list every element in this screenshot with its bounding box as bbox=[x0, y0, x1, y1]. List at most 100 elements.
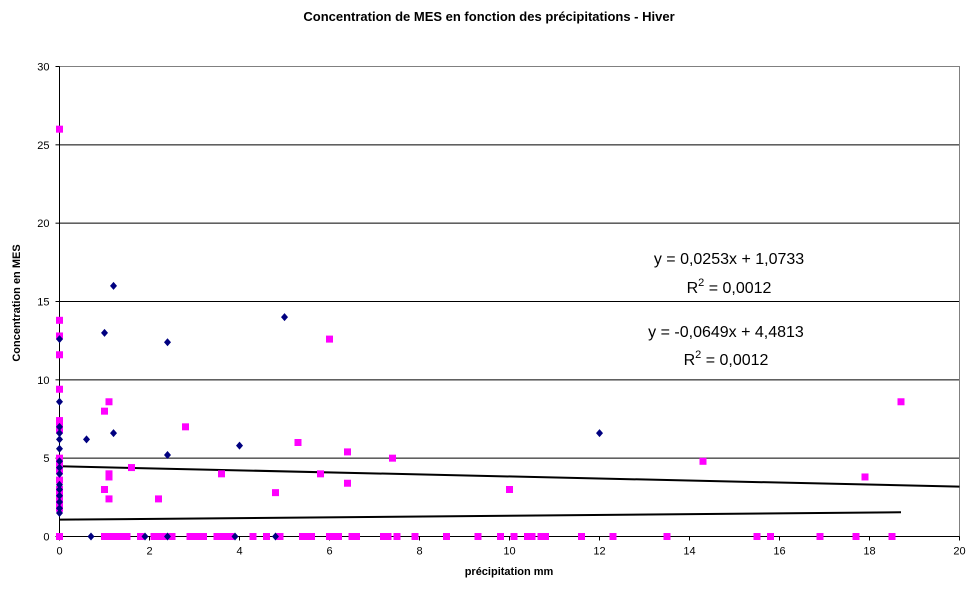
data-point-diamond bbox=[87, 532, 95, 541]
data-point-square bbox=[344, 448, 351, 456]
chart-title: Concentration de MES en fonction des pré… bbox=[303, 9, 674, 24]
data-point-square bbox=[816, 533, 824, 540]
data-point-square bbox=[497, 533, 504, 540]
data-point-diamond bbox=[56, 469, 63, 478]
data-point-square bbox=[510, 533, 518, 540]
gridlines bbox=[59, 66, 960, 459]
data-point-square bbox=[218, 533, 225, 540]
x-tick-label: 14 bbox=[683, 546, 695, 558]
data-point-diamond bbox=[56, 435, 63, 444]
trendline-2 bbox=[59, 465, 960, 488]
data-point-square bbox=[348, 533, 356, 540]
data-point-square bbox=[222, 533, 230, 540]
data-point-diamond bbox=[56, 457, 63, 466]
data-point-diamond bbox=[56, 422, 63, 431]
trendlines bbox=[59, 465, 960, 521]
data-point-square bbox=[123, 533, 131, 540]
x-axis-title: précipitation mm bbox=[465, 566, 554, 578]
x-tick-label: 20 bbox=[953, 546, 965, 558]
data-point-square bbox=[299, 533, 306, 540]
data-point-square bbox=[56, 351, 63, 359]
data-point-square bbox=[105, 473, 113, 481]
data-point-diamond bbox=[101, 328, 108, 337]
trendline-annotation-1: y = 0,0253x + 1,0733 R2 = 0,0012 bbox=[654, 251, 804, 297]
data-point-square bbox=[609, 533, 617, 540]
data-point-square bbox=[56, 385, 63, 393]
data-point-diamond bbox=[141, 532, 149, 541]
y-tick-label: 30 bbox=[37, 62, 49, 74]
data-point-square bbox=[56, 316, 63, 324]
equation-1: y = 0,0253x + 1,0733 bbox=[654, 251, 804, 268]
data-point-square bbox=[101, 407, 108, 415]
data-point-square bbox=[101, 486, 108, 493]
trendline-1 bbox=[59, 511, 902, 521]
data-point-square bbox=[506, 486, 513, 493]
data-point-diamond bbox=[164, 532, 171, 541]
data-point-diamond bbox=[56, 509, 63, 517]
data-point-diamond bbox=[272, 532, 279, 541]
data-point-square bbox=[335, 533, 342, 540]
data-point-square bbox=[159, 533, 167, 540]
data-point-square bbox=[852, 533, 860, 540]
data-point-square bbox=[699, 457, 707, 465]
r-squared-1: R2 = 0,0012 bbox=[687, 277, 772, 297]
data-point-diamond bbox=[56, 335, 63, 344]
data-point-square bbox=[767, 533, 774, 540]
data-point-diamond bbox=[164, 451, 171, 460]
data-point-square bbox=[326, 335, 333, 343]
data-point-square bbox=[137, 533, 144, 540]
data-point-square bbox=[443, 533, 450, 540]
data-point-diamond bbox=[56, 397, 63, 406]
data-point-square bbox=[411, 533, 419, 540]
data-point-square bbox=[276, 533, 284, 540]
data-point-square bbox=[150, 533, 158, 540]
data-point-diamond bbox=[56, 491, 63, 500]
data-point-square bbox=[353, 533, 360, 540]
data-point-square bbox=[308, 533, 315, 540]
data-point-diamond bbox=[231, 532, 239, 541]
x-tick-label: 12 bbox=[593, 546, 605, 558]
data-point-square bbox=[249, 533, 257, 540]
data-point-diamond bbox=[56, 485, 63, 494]
data-point-diamond bbox=[56, 498, 63, 507]
x-tick-label: 16 bbox=[773, 546, 785, 558]
data-point-diamond bbox=[56, 480, 63, 489]
data-point-square bbox=[213, 533, 221, 540]
data-point-square bbox=[897, 398, 905, 406]
data-point-square bbox=[56, 533, 63, 540]
data-point-square bbox=[168, 533, 176, 540]
data-point-diamond bbox=[83, 435, 90, 444]
data-point-square bbox=[326, 533, 333, 540]
x-tick-label: 4 bbox=[236, 546, 242, 558]
x-tick-label: 18 bbox=[863, 546, 875, 558]
data-point-square bbox=[218, 470, 225, 478]
data-point-square bbox=[272, 489, 279, 497]
data-point-square bbox=[119, 533, 126, 540]
data-point-square bbox=[155, 495, 162, 503]
data-point-square bbox=[578, 533, 585, 540]
data-point-square bbox=[542, 533, 549, 540]
data-point-square bbox=[384, 533, 392, 540]
trendline-annotation-2: y = -0,0649x + 4,4813 R2 = 0,0012 bbox=[648, 324, 804, 369]
data-point-square bbox=[380, 533, 387, 540]
data-point-square bbox=[344, 479, 351, 487]
y-axis-title: Concentration en MES bbox=[11, 244, 23, 361]
equation-2: y = -0,0649x + 4,4813 bbox=[648, 324, 804, 341]
data-point-square bbox=[200, 533, 207, 540]
data-point-square bbox=[110, 533, 117, 540]
data-point-square bbox=[663, 533, 671, 540]
y-tick-label: 25 bbox=[37, 140, 49, 152]
data-point-square bbox=[155, 533, 162, 540]
data-point-diamond bbox=[596, 429, 603, 438]
data-point-square bbox=[528, 533, 536, 540]
y-tick-label: 10 bbox=[37, 375, 49, 387]
data-point-square bbox=[128, 464, 135, 472]
data-point-square bbox=[56, 476, 63, 484]
data-point-square bbox=[191, 533, 198, 540]
data-point-square bbox=[195, 533, 203, 540]
x-tick-label: 8 bbox=[416, 546, 422, 558]
y-tick-label: 20 bbox=[37, 218, 49, 230]
data-point-diamond bbox=[110, 281, 117, 290]
x-tick-label: 6 bbox=[326, 546, 332, 558]
